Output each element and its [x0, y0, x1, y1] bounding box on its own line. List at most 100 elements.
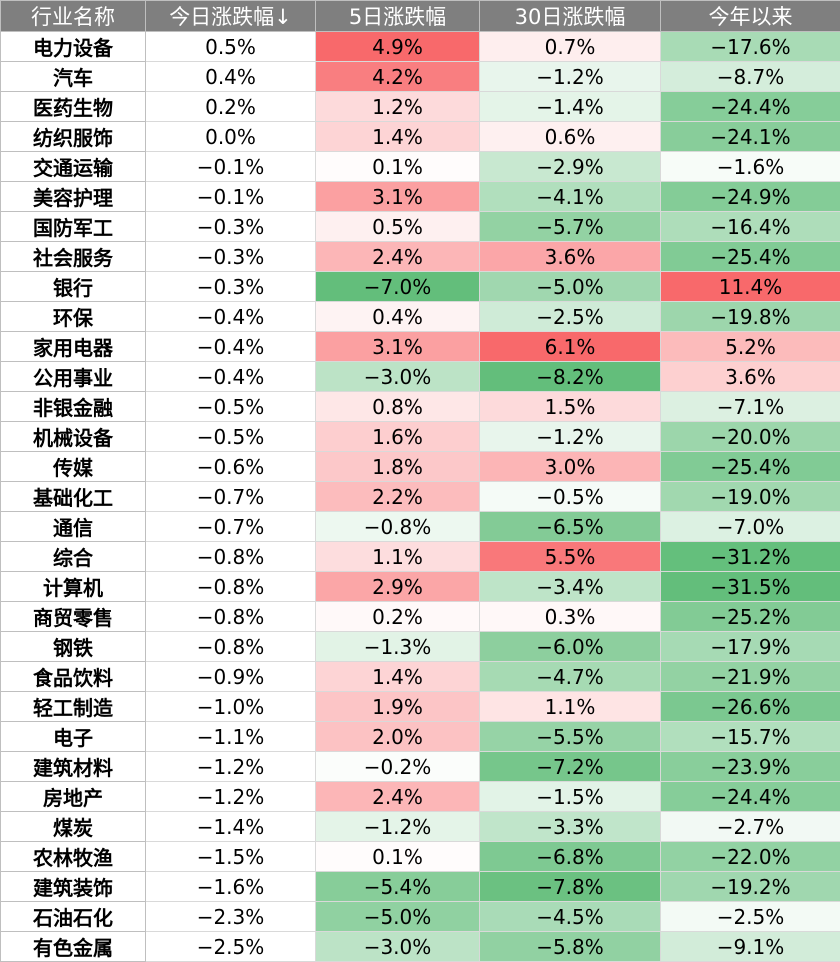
thirty-day-change-cell: 5.5% — [480, 542, 661, 572]
daily-change-cell: −0.6% — [146, 452, 316, 482]
five-day-change-cell: −3.0% — [316, 932, 480, 962]
table-row: 综合−0.8%1.1%5.5%−31.2% — [1, 542, 840, 572]
ytd-change-cell: −7.1% — [661, 392, 840, 422]
industry-name-cell: 食品饮料 — [1, 662, 146, 692]
daily-change-cell: −2.3% — [146, 902, 316, 932]
daily-change-cell: −0.5% — [146, 392, 316, 422]
five-day-change-cell: −0.8% — [316, 512, 480, 542]
ytd-change-cell: −7.0% — [661, 512, 840, 542]
five-day-change-cell: 1.8% — [316, 452, 480, 482]
thirty-day-change-cell: −5.7% — [480, 212, 661, 242]
daily-change-cell: −0.4% — [146, 362, 316, 392]
five-day-change-cell: 0.8% — [316, 392, 480, 422]
table-row: 食品饮料−0.9%1.4%−4.7%−21.9% — [1, 662, 840, 692]
industry-name-cell: 电子 — [1, 722, 146, 752]
header-5day-change[interactable]: 5日涨跌幅 — [316, 1, 480, 32]
industry-name-cell: 医药生物 — [1, 92, 146, 122]
ytd-change-cell: −16.4% — [661, 212, 840, 242]
ytd-change-cell: −1.6% — [661, 152, 840, 182]
table-row: 轻工制造−1.0%1.9%1.1%−26.6% — [1, 692, 840, 722]
industry-name-cell: 家用电器 — [1, 332, 146, 362]
ytd-change-cell: 11.4% — [661, 272, 840, 302]
table-row: 计算机−0.8%2.9%−3.4%−31.5% — [1, 572, 840, 602]
header-daily-change[interactable]: 今日涨跌幅↓ — [146, 1, 316, 32]
daily-change-cell: −0.3% — [146, 272, 316, 302]
table-row: 房地产−1.2%2.4%−1.5%−24.4% — [1, 782, 840, 812]
industry-name-cell: 综合 — [1, 542, 146, 572]
header-industry-name[interactable]: 行业名称 — [1, 1, 146, 32]
daily-change-cell: −0.8% — [146, 572, 316, 602]
daily-change-cell: −0.7% — [146, 482, 316, 512]
daily-change-cell: −1.0% — [146, 692, 316, 722]
ytd-change-cell: 3.6% — [661, 362, 840, 392]
thirty-day-change-cell: −6.8% — [480, 842, 661, 872]
daily-change-cell: −0.8% — [146, 542, 316, 572]
ytd-change-cell: −24.9% — [661, 182, 840, 212]
daily-change-cell: −0.7% — [146, 512, 316, 542]
header-row: 行业名称 今日涨跌幅↓ 5日涨跌幅 30日涨跌幅 今年以来 — [1, 1, 840, 32]
industry-name-cell: 环保 — [1, 302, 146, 332]
industry-name-cell: 建筑装饰 — [1, 872, 146, 902]
daily-change-cell: −0.3% — [146, 212, 316, 242]
five-day-change-cell: 0.1% — [316, 152, 480, 182]
daily-change-cell: −1.6% — [146, 872, 316, 902]
daily-change-cell: −0.5% — [146, 422, 316, 452]
table-row: 电子−1.1%2.0%−5.5%−15.7% — [1, 722, 840, 752]
industry-name-cell: 非银金融 — [1, 392, 146, 422]
thirty-day-change-cell: −1.2% — [480, 62, 661, 92]
daily-change-cell: −1.4% — [146, 812, 316, 842]
industry-name-cell: 汽车 — [1, 62, 146, 92]
ytd-change-cell: −2.7% — [661, 812, 840, 842]
ytd-change-cell: −19.2% — [661, 872, 840, 902]
industry-name-cell: 石油石化 — [1, 902, 146, 932]
ytd-change-cell: −19.8% — [661, 302, 840, 332]
thirty-day-change-cell: −5.0% — [480, 272, 661, 302]
industry-name-cell: 农林牧渔 — [1, 842, 146, 872]
table-row: 交通运输−0.1%0.1%−2.9%−1.6% — [1, 152, 840, 182]
ytd-change-cell: −31.2% — [661, 542, 840, 572]
ytd-change-cell: −21.9% — [661, 662, 840, 692]
thirty-day-change-cell: −5.5% — [480, 722, 661, 752]
daily-change-cell: −1.5% — [146, 842, 316, 872]
ytd-change-cell: −24.1% — [661, 122, 840, 152]
five-day-change-cell: −0.2% — [316, 752, 480, 782]
table-row: 非银金融−0.5%0.8%1.5%−7.1% — [1, 392, 840, 422]
thirty-day-change-cell: −1.2% — [480, 422, 661, 452]
industry-name-cell: 国防军工 — [1, 212, 146, 242]
daily-change-cell: −2.5% — [146, 932, 316, 962]
thirty-day-change-cell: −4.1% — [480, 182, 661, 212]
thirty-day-change-cell: −7.8% — [480, 872, 661, 902]
daily-change-cell: −1.1% — [146, 722, 316, 752]
five-day-change-cell: −7.0% — [316, 272, 480, 302]
industry-name-cell: 传媒 — [1, 452, 146, 482]
table-row: 建筑材料−1.2%−0.2%−7.2%−23.9% — [1, 752, 840, 782]
five-day-change-cell: 4.2% — [316, 62, 480, 92]
thirty-day-change-cell: −5.8% — [480, 932, 661, 962]
daily-change-cell: 0.2% — [146, 92, 316, 122]
thirty-day-change-cell: −3.4% — [480, 572, 661, 602]
daily-change-cell: −0.1% — [146, 152, 316, 182]
industry-name-cell: 建筑材料 — [1, 752, 146, 782]
table-row: 有色金属−2.5%−3.0%−5.8%−9.1% — [1, 932, 840, 962]
ytd-change-cell: −17.6% — [661, 32, 840, 62]
thirty-day-change-cell: 0.3% — [480, 602, 661, 632]
daily-change-cell: −0.8% — [146, 602, 316, 632]
daily-change-cell: −0.4% — [146, 332, 316, 362]
ytd-change-cell: −25.4% — [661, 452, 840, 482]
table-row: 农林牧渔−1.5%0.1%−6.8%−22.0% — [1, 842, 840, 872]
table-row: 银行−0.3%−7.0%−5.0%11.4% — [1, 272, 840, 302]
table-row: 基础化工−0.7%2.2%−0.5%−19.0% — [1, 482, 840, 512]
daily-change-cell: −0.3% — [146, 242, 316, 272]
header-30day-change[interactable]: 30日涨跌幅 — [480, 1, 661, 32]
industry-name-cell: 通信 — [1, 512, 146, 542]
header-ytd-change[interactable]: 今年以来 — [661, 1, 840, 32]
industry-name-cell: 轻工制造 — [1, 692, 146, 722]
thirty-day-change-cell: −7.2% — [480, 752, 661, 782]
five-day-change-cell: 3.1% — [316, 182, 480, 212]
thirty-day-change-cell: −4.5% — [480, 902, 661, 932]
ytd-change-cell: −9.1% — [661, 932, 840, 962]
industry-name-cell: 社会服务 — [1, 242, 146, 272]
